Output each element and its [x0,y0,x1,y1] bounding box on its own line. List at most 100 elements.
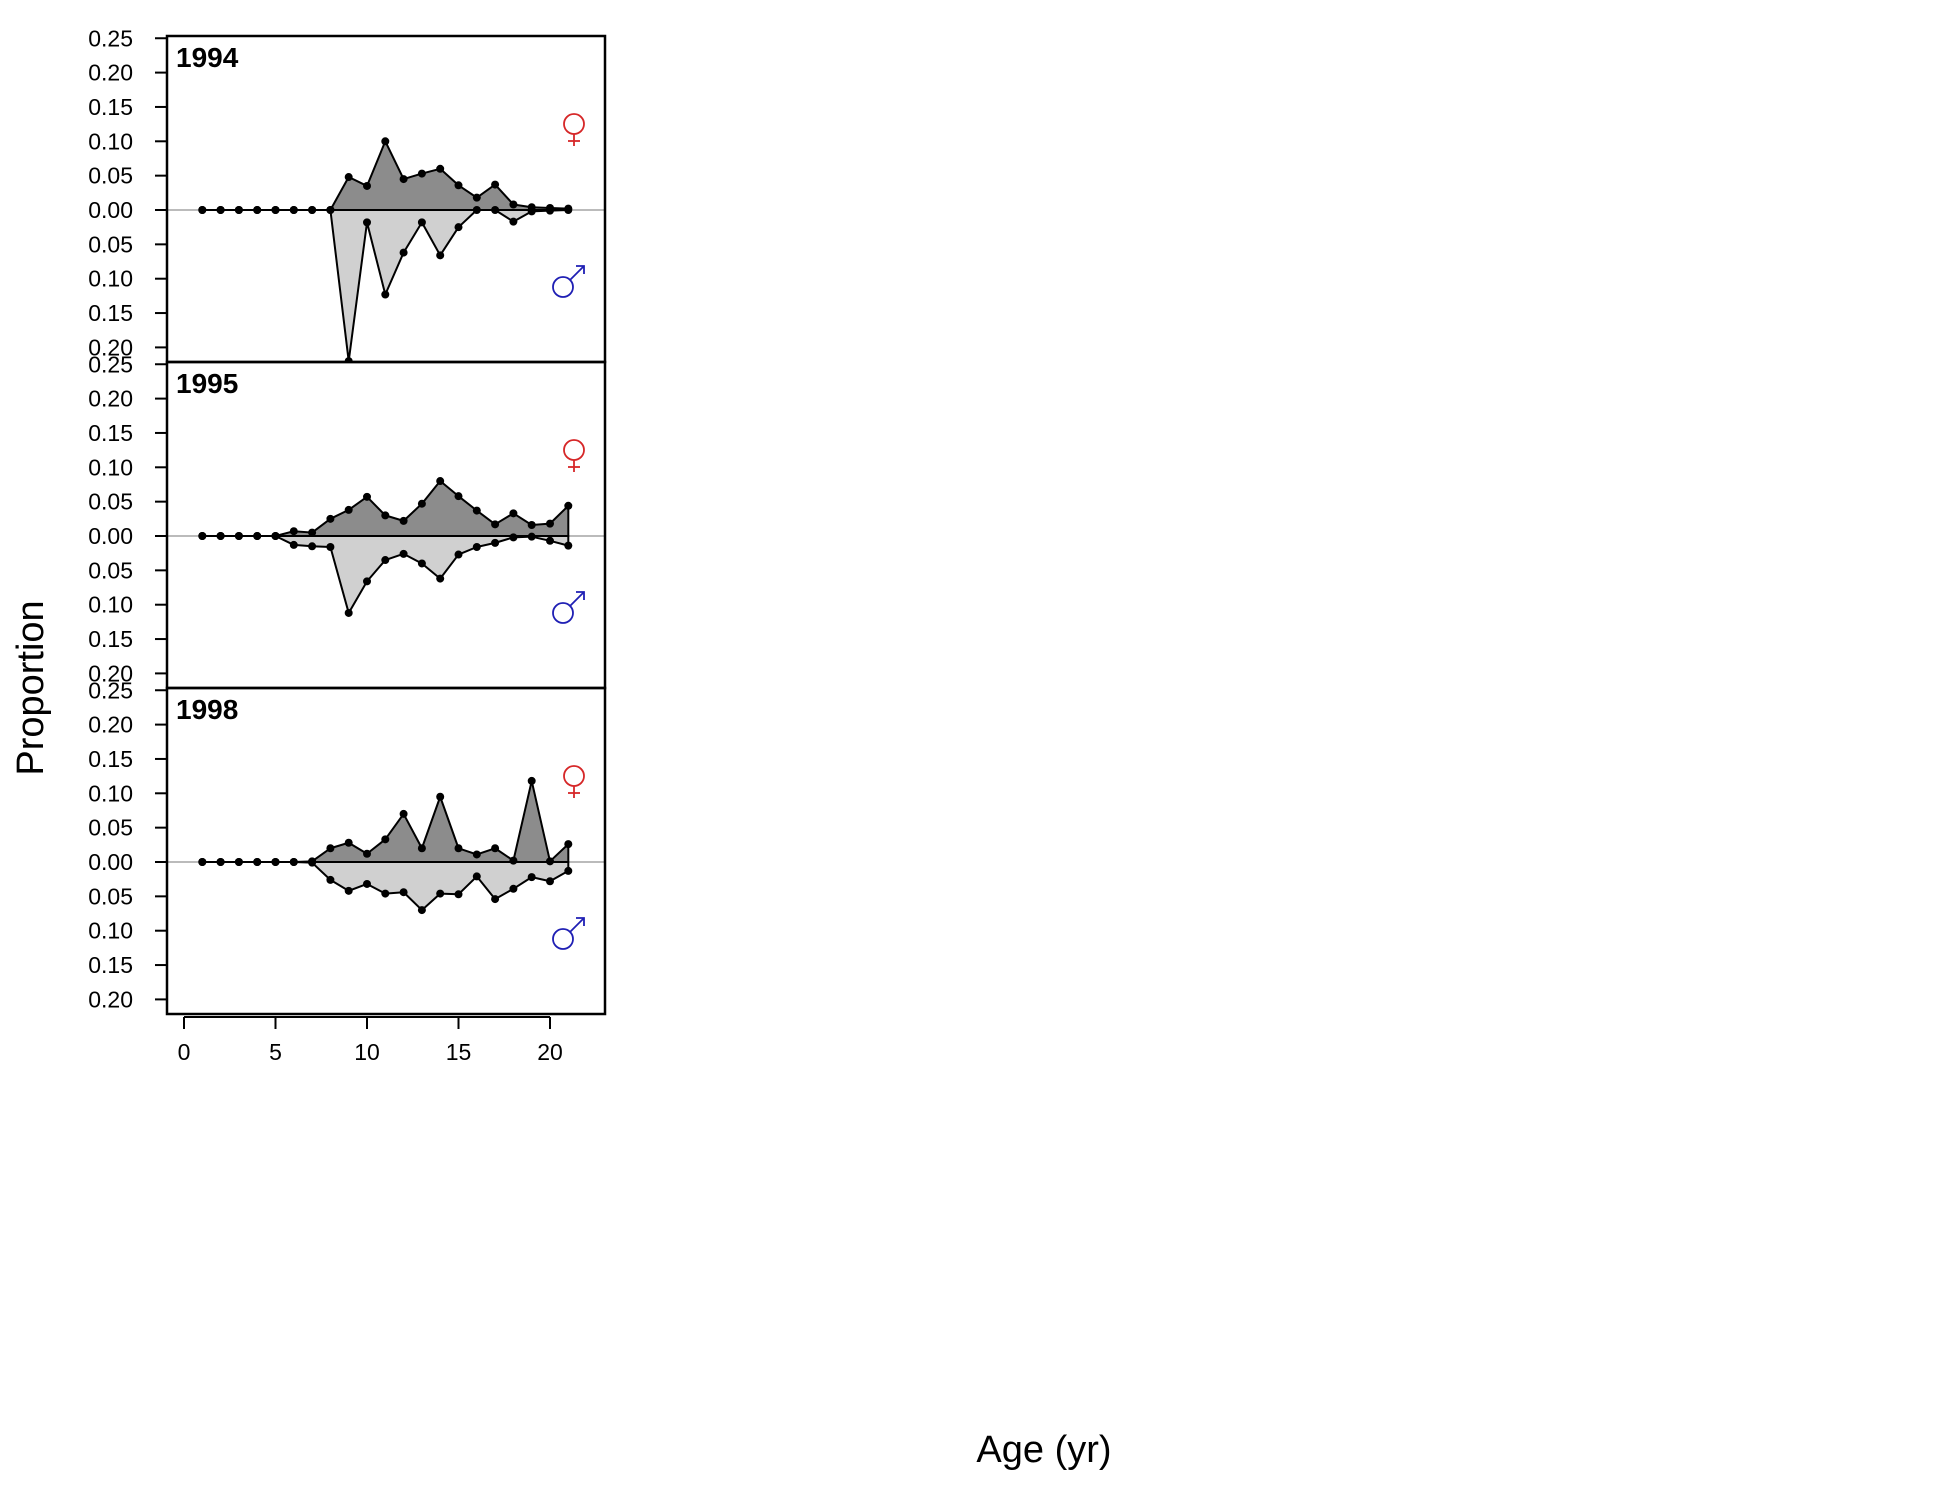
male-point [308,858,317,867]
male-point [454,550,463,559]
male-point [253,532,262,540]
male-point [198,532,207,540]
female-point [472,506,481,515]
panel-title: 1995 [176,368,238,399]
y-tick-label: 0.20 [88,986,133,1012]
male-point [436,251,445,260]
male-symbol-icon [552,928,574,950]
x-tick-label: 0 [178,1039,191,1065]
female-point [491,180,500,189]
male-point [234,858,243,866]
male-point [344,608,353,617]
female-area [201,779,570,863]
male-point [363,879,371,888]
female-point [454,181,463,190]
male-point [289,858,298,866]
female-point [417,169,426,178]
male-point [509,884,518,893]
y-tick-label: 0.10 [88,592,133,618]
male-point [546,206,554,215]
y-tick-label: 0.15 [88,300,133,326]
female-point [363,849,371,858]
y-tick-label: 0.05 [88,557,133,583]
female-point [472,850,481,859]
male-point [198,206,207,214]
male-point [454,223,463,232]
male-symbol-arrow-head [576,917,585,926]
male-point [216,206,225,214]
y-tick-label: 0.00 [88,197,133,223]
male-point [454,890,463,899]
male-point [326,206,335,214]
female-point [436,164,445,173]
male-point [417,906,426,915]
female-point [399,516,408,525]
y-tick-label: 0.20 [88,334,133,360]
y-tick-label: 0.10 [88,780,133,806]
male-point [271,206,280,214]
male-point [308,542,317,551]
male-point [564,206,573,214]
male-point [399,888,408,897]
male-point [198,858,207,866]
female-point [363,181,371,190]
y-tick-label: 0.25 [88,351,133,377]
y-tick-label: 0.25 [88,25,133,51]
male-point [216,858,225,866]
male-point [216,532,225,540]
male-point [417,559,426,568]
female-point [454,844,463,853]
x-axis-title: Age (yr) [976,1429,1111,1471]
female-point [399,175,408,184]
female-point [564,840,573,849]
female-point [509,200,518,209]
female-point [491,844,500,853]
female-point [417,844,426,853]
male-point [472,206,481,214]
male-area [201,535,570,614]
y-tick-label: 0.15 [88,952,133,978]
male-symbol-icon [552,276,574,298]
male-point [234,206,243,214]
y-tick-label: 0.10 [88,266,133,292]
panel-frame [165,686,607,1016]
male-point [271,532,280,540]
y-tick-label: 0.00 [88,523,133,549]
male-point [546,877,554,886]
male-point [363,218,371,227]
male-point [509,533,518,542]
male-point [253,206,262,214]
y-tick-label: 0.15 [88,420,133,446]
male-point [564,866,573,875]
y-tick-label: 0.20 [88,386,133,412]
male-point [546,536,554,545]
female-point [546,857,554,866]
male-point [472,542,481,551]
male-symbol-arrow-head [576,591,585,600]
female-point [399,809,408,818]
y-tick-label: 0.05 [88,815,133,841]
male-symbol-arrow-head [576,265,585,274]
panel-plot-area [167,477,605,617]
male-point [399,248,408,257]
male-point [491,206,500,214]
male-symbol-arrow-shaft [569,591,585,607]
y-tick-label: 0.20 [88,712,133,738]
male-point [399,549,408,558]
male-point [326,875,335,884]
female-symbol-icon [563,765,585,787]
female-point [454,492,463,501]
male-point [527,873,536,882]
y-tick-label: 0.15 [88,746,133,772]
female-point [363,492,371,501]
female-point [436,792,445,801]
female-point [509,509,518,518]
female-point [344,838,353,847]
male-point [253,858,262,866]
y-tick-label: 0.25 [88,677,133,703]
female-point [326,844,335,853]
male-symbol-arrow-shaft [569,917,585,933]
female-point [527,776,536,785]
male-point [564,541,573,550]
